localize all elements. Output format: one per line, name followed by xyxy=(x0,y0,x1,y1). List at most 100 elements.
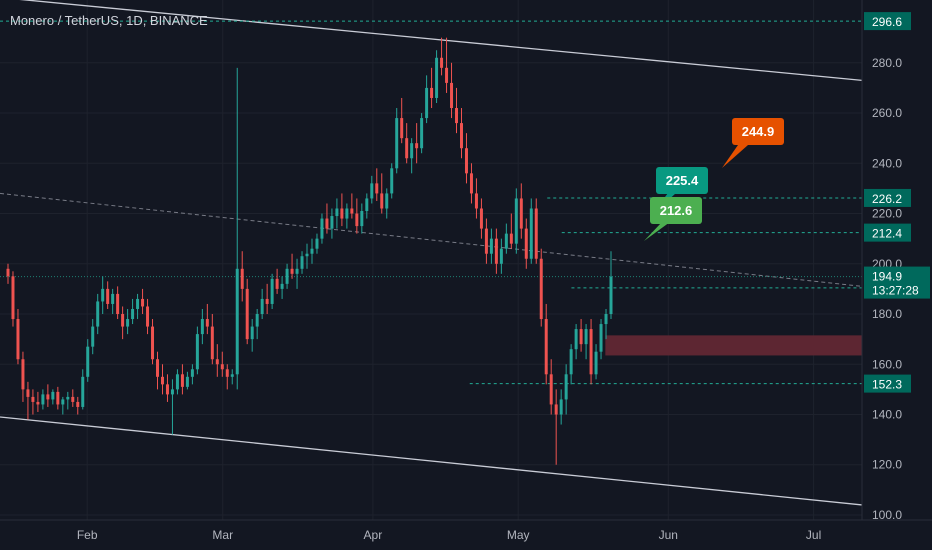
target-badge-tail xyxy=(722,145,748,168)
target-badge xyxy=(650,197,702,224)
candle-body xyxy=(445,67,449,83)
candle-body xyxy=(170,389,174,395)
price-tick-label: 100.0 xyxy=(872,508,902,522)
candle-body xyxy=(385,193,389,209)
time-axis: Feb Mar Apr May Jun Jul xyxy=(0,519,932,542)
candle-body xyxy=(295,268,299,274)
target-badge-label: 212.6 xyxy=(660,203,693,218)
candle-body xyxy=(175,374,179,390)
candle-body xyxy=(310,248,314,254)
price-tick-label: 180.0 xyxy=(872,307,902,321)
price-tick-label: 280.0 xyxy=(872,56,902,70)
candle-body xyxy=(106,288,110,304)
candle-body xyxy=(190,369,194,377)
candle-body xyxy=(534,208,538,259)
candle-body xyxy=(250,326,254,340)
level-axis-label: 226.2 xyxy=(872,192,902,206)
candle-body xyxy=(584,329,588,345)
candle-body xyxy=(554,404,558,415)
candle-body xyxy=(126,319,130,327)
candle-body xyxy=(51,391,55,400)
candle-body xyxy=(76,401,80,407)
candle-body xyxy=(340,208,344,219)
candle-body xyxy=(116,293,120,315)
candle-body xyxy=(151,326,155,360)
time-tick-label: Feb xyxy=(77,528,98,542)
candle-body xyxy=(410,143,414,159)
candle-body xyxy=(220,364,224,370)
candle-body xyxy=(56,391,60,405)
candle-body xyxy=(335,208,339,217)
demand-zone xyxy=(605,335,862,356)
candle-body xyxy=(6,268,10,277)
candle-body xyxy=(285,268,289,284)
candle-body xyxy=(539,258,543,320)
candle-body xyxy=(131,308,135,320)
time-tick-label: Mar xyxy=(212,528,233,542)
candle-body xyxy=(121,314,125,327)
level-axis-tag xyxy=(864,374,911,393)
candle-body xyxy=(609,276,613,315)
candle-body xyxy=(355,213,359,227)
candle-body xyxy=(21,359,25,390)
candle-body xyxy=(245,288,249,340)
candle-body xyxy=(514,198,518,244)
candle-body xyxy=(370,183,374,199)
candle-body xyxy=(529,208,533,259)
candle-body xyxy=(564,374,568,400)
candle-body xyxy=(270,278,274,304)
candle-body xyxy=(455,108,459,124)
candle-body xyxy=(200,319,204,335)
candle-body xyxy=(260,298,264,315)
candle-body xyxy=(81,376,85,407)
current-price-tag xyxy=(864,266,930,299)
candle-body xyxy=(36,401,40,405)
candle-body xyxy=(280,283,284,289)
candle-body xyxy=(16,319,20,360)
candle-body xyxy=(569,349,573,375)
candle-body xyxy=(210,326,214,360)
chart-title: Monero / TetherUS, 1D, BINANCE xyxy=(10,13,208,28)
level-axis-label: 296.6 xyxy=(872,15,902,29)
candle-body xyxy=(380,193,384,209)
candle-body xyxy=(549,374,553,405)
candle-body xyxy=(589,329,593,375)
price-tick-label: 220.0 xyxy=(872,207,902,221)
candles xyxy=(6,37,613,465)
candle-body xyxy=(519,198,523,229)
candle-body xyxy=(425,87,429,119)
candle-body xyxy=(350,208,354,214)
price-tick-label: 160.0 xyxy=(872,357,902,371)
candle-body xyxy=(185,376,189,387)
candle-body xyxy=(435,57,439,98)
candle-body xyxy=(484,228,488,254)
candle-body xyxy=(559,399,563,415)
level-axis-label: 212.4 xyxy=(872,227,902,241)
level-axis-label: 152.3 xyxy=(872,378,902,392)
candle-body xyxy=(26,389,30,397)
candle-body xyxy=(180,374,184,387)
time-tick-label: May xyxy=(507,528,530,542)
dashed-trendline xyxy=(0,192,863,287)
candle-body xyxy=(469,173,473,194)
candle-body xyxy=(66,396,70,400)
candle-body xyxy=(420,118,424,149)
candle-body xyxy=(101,288,105,302)
candle-body xyxy=(524,228,528,259)
candle-body xyxy=(205,319,209,327)
price-tick-label: 240.0 xyxy=(872,156,902,170)
price-axis: USDT100.0120.0140.0160.0180.0200.0220.02… xyxy=(861,0,932,550)
candle-body xyxy=(235,268,239,375)
candle-body xyxy=(31,396,35,402)
candle-body xyxy=(430,87,434,98)
candle-body xyxy=(46,394,50,400)
candle-body xyxy=(265,298,269,304)
channel-line xyxy=(19,0,863,82)
candle-body xyxy=(41,394,45,405)
candle-body xyxy=(290,268,294,274)
candle-body xyxy=(499,248,503,264)
candle-body xyxy=(91,326,95,347)
candle-body xyxy=(365,198,369,212)
target-badge-label: 225.4 xyxy=(666,173,699,188)
